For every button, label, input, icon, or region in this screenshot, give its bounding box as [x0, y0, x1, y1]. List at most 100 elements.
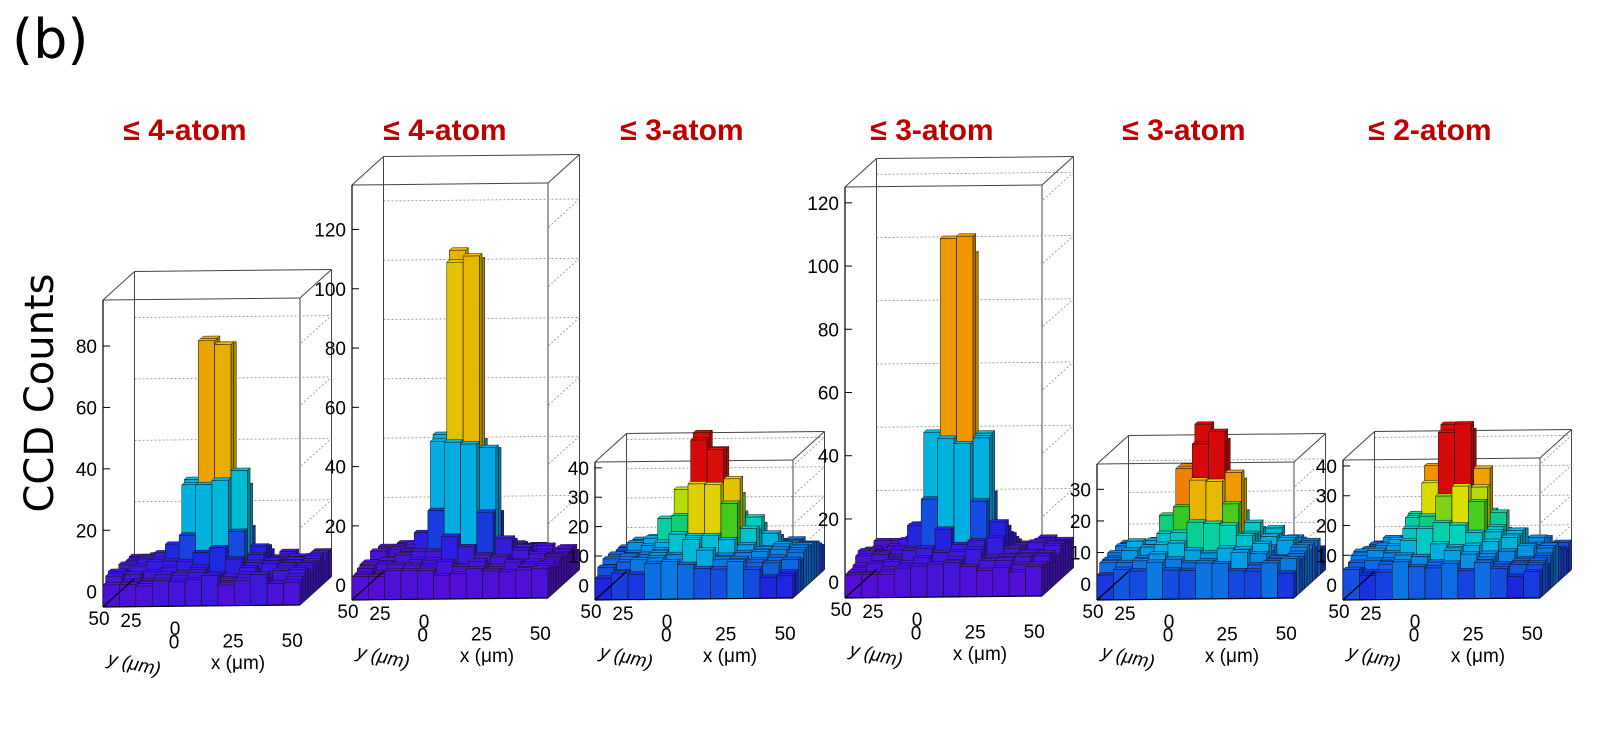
bar-front-face [1113, 569, 1131, 601]
y-axis-line [844, 569, 877, 599]
bar-top-face [1517, 542, 1538, 547]
bar-side-face [1299, 558, 1303, 594]
bar-top-face [227, 528, 249, 532]
bar-front-face [743, 568, 761, 599]
bar-top-face [778, 569, 799, 573]
z-tick-label: 40 [325, 458, 346, 479]
bar-top-face [720, 500, 741, 504]
bar-top-face [1366, 547, 1387, 551]
y-tick-label: 50 [1082, 602, 1103, 623]
x-axis-label: x (μm) [1205, 646, 1259, 667]
bar-top-face [1032, 553, 1054, 557]
bar-top-face [124, 571, 145, 575]
bar-top-face [857, 548, 878, 552]
bar-top-face [296, 562, 317, 566]
z-tick-label: 80 [325, 339, 346, 360]
bar-side-face [1296, 555, 1300, 597]
x-tick-label: 25 [965, 623, 986, 644]
bar-top-face [1490, 565, 1511, 569]
bar-top-face [788, 544, 810, 548]
bar-top-face [1221, 501, 1243, 505]
bar-top-face [915, 545, 936, 549]
x-tick-label: 50 [1024, 622, 1045, 643]
bar-top-face [997, 553, 1018, 557]
frame-line [626, 431, 825, 434]
bar-top-face [511, 547, 532, 551]
z-tick-label: 40 [76, 460, 97, 481]
y-axis-label: y (μm) [1344, 641, 1403, 673]
x-axis-label: x (μm) [1451, 646, 1505, 667]
bar-top-face [1167, 540, 1188, 544]
bar-top-face [478, 444, 500, 448]
y-tick-label: 0 [1164, 612, 1175, 633]
bar-top-face [1528, 557, 1549, 561]
bar-front-face [217, 584, 235, 607]
bar-side-face [1563, 545, 1567, 578]
bar-top-face [934, 526, 955, 530]
bar-top-face [121, 578, 142, 582]
bar-top-face [772, 541, 793, 545]
bar-top-face [1026, 539, 1048, 543]
bar-front-face [726, 561, 744, 599]
bar-top-face [1260, 560, 1281, 564]
bar-top-face [369, 548, 390, 552]
bar-top-face [761, 560, 783, 564]
bar-side-face [555, 565, 559, 592]
bar-side-face [547, 565, 551, 599]
bar-front-face [1025, 566, 1043, 597]
bar-top-face [356, 565, 377, 569]
frame-line [547, 154, 580, 184]
bar-top-face [1194, 560, 1216, 564]
bar-side-face [1041, 563, 1045, 597]
bar-top-face [1287, 550, 1308, 554]
bar-top-face [753, 546, 774, 550]
bar-top-face [1019, 549, 1040, 553]
bar-top-face [1509, 561, 1530, 565]
bar-top-face [457, 543, 478, 547]
bar-top-face [104, 573, 126, 577]
bar-top-face [1013, 553, 1035, 557]
bar-top-face [728, 555, 750, 559]
bar-top-face [846, 569, 868, 573]
bar-side-face [1293, 570, 1297, 599]
bar-front-face [1162, 569, 1180, 600]
z-tick-label: 10 [1070, 544, 1091, 565]
bar-top-face [244, 559, 265, 563]
z-tick-label: 60 [76, 398, 97, 419]
bar-top-face [994, 557, 1016, 561]
bar-top-face [844, 572, 865, 576]
bar-front-face [466, 568, 483, 600]
chart-title: ≤ 4-atom [123, 114, 246, 147]
x-tick-label: 0 [661, 625, 672, 646]
bar-front-face [1260, 562, 1278, 599]
bar-top-face [1037, 534, 1058, 538]
bar-top-face [1527, 534, 1548, 538]
bar-top-face [1481, 538, 1502, 542]
frame-line [1342, 431, 1375, 461]
bar-top-face [246, 551, 268, 555]
bar-side-face [563, 554, 567, 585]
bar-top-face [462, 253, 483, 257]
z-tick-label: 10 [568, 547, 589, 568]
bar-top-face [761, 530, 782, 534]
bar-top-face [1364, 557, 1385, 561]
y-tick-label: 0 [419, 612, 430, 633]
bar-front-face [959, 566, 977, 598]
bar-top-face [288, 566, 309, 570]
bar-top-face [1145, 559, 1166, 563]
bar-front-face [1146, 561, 1163, 600]
bar-top-face [972, 435, 993, 439]
bar-top-face [443, 439, 464, 443]
bars-group [351, 247, 581, 601]
bar-top-face [744, 514, 766, 518]
bar-top-face [1279, 555, 1300, 560]
grid-line [383, 257, 581, 288]
bar-top-face [871, 551, 892, 555]
frame-line [594, 433, 627, 463]
y-tick-label: 0 [170, 619, 181, 640]
x-tick-label: 50 [282, 631, 303, 652]
bar-side-face [318, 557, 322, 589]
bar-front-face [1359, 575, 1377, 601]
bar-side-face [310, 570, 314, 597]
